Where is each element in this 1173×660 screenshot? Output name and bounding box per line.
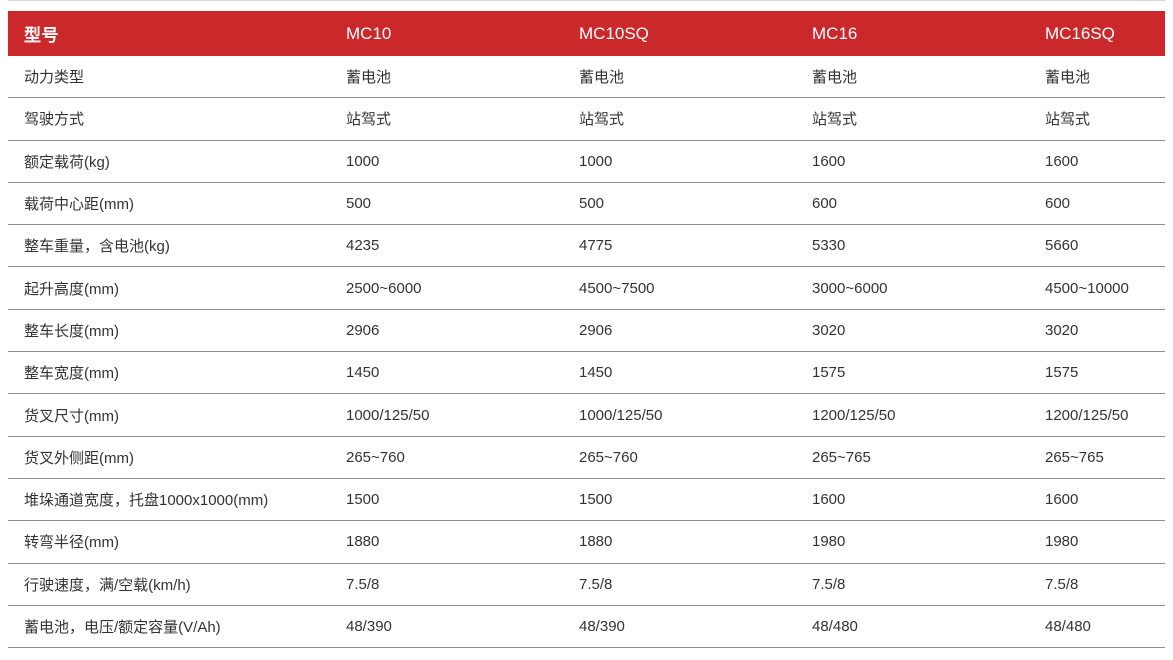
row-value: 1000 [346, 152, 380, 170]
row-value: 600 [1045, 195, 1071, 213]
row-value: 265~760 [579, 448, 638, 466]
row-value: 1880 [579, 533, 613, 551]
row-value: 1600 [812, 152, 846, 170]
table-row: 整车长度(mm) 2906 2906 3020 3020 [8, 309, 1165, 353]
row-value: 7.5/8 [346, 575, 380, 593]
row-value: 500 [346, 195, 372, 213]
row-value: 265~765 [1045, 448, 1104, 466]
row-value: 蓄电池 [579, 69, 625, 87]
row-value: 600 [812, 195, 838, 213]
row-label: 行驶速度，满/空载(km/h) [24, 576, 191, 594]
row-value: 1980 [812, 533, 846, 551]
row-value: 1000/125/50 [579, 406, 663, 424]
row-label: 整车宽度(mm) [24, 365, 119, 383]
row-value: 1880 [346, 533, 380, 551]
table-row: 起升高度(mm) 2500~6000 4500~7500 3000~6000 4500~… [8, 267, 1165, 310]
table-body: 动力类型 蓄电池 蓄电池 蓄电池 蓄电池驾驶方式 站驾式 站驾式 站驾式 站驾式额定载荷(kg)… [8, 56, 1165, 649]
table-row: 额定载荷(kg) 1000 1000 1600 1600 [8, 140, 1165, 183]
row-value: 2500~6000 [346, 279, 422, 297]
table-row: 堆垛通道宽度，托盘1000x1000(mm) 1500 1500 1600 1600 [8, 478, 1165, 522]
table-row: 转弯半径(mm) 1880 1880 1980 1980 [8, 521, 1165, 564]
row-value: 7.5/8 [812, 575, 846, 593]
row-label: 整车长度(mm) [24, 322, 119, 340]
row-value: 站驾式 [1045, 111, 1091, 129]
row-value: 500 [579, 195, 605, 213]
table-row: 蓄电池，电压/额定容量(V/Ah) 48/390 48/390 48/480 48/48… [8, 605, 1165, 649]
row-value: 4235 [346, 237, 380, 255]
row-value: 1500 [579, 491, 613, 509]
row-value: 蓄电池 [812, 69, 858, 87]
row-label: 驾驶方式 [24, 111, 85, 129]
row-label: 转弯半径(mm) [24, 534, 119, 552]
row-value: 1575 [1045, 364, 1079, 382]
row-value: 蓄电池 [346, 69, 392, 87]
row-label: 载荷中心距(mm) [24, 196, 134, 214]
row-value: 1200/125/50 [1045, 406, 1129, 424]
row-value: 4500~10000 [1045, 279, 1129, 297]
header-model-mc10sq: MC10SQ [579, 23, 649, 43]
table-row: 行驶速度，满/空载(km/h) 7.5/8 7.5/8 7.5/8 7.5/8 [8, 563, 1165, 606]
row-value: 3000~6000 [812, 279, 888, 297]
row-value: 48/390 [346, 618, 392, 635]
row-value: 1000 [579, 152, 613, 170]
row-label: 货叉外侧距(mm) [24, 449, 134, 467]
table-row: 整车重量，含电池(kg) 4235 4775 5330 5660 [8, 225, 1165, 268]
row-value: 48/480 [1045, 618, 1091, 635]
row-value: 1600 [1045, 152, 1079, 170]
row-value: 1200/125/50 [812, 406, 896, 424]
row-value: 3020 [1045, 321, 1079, 339]
table-row: 货叉外侧距(mm) 265~760 265~760 265~765 265~765 [8, 436, 1165, 479]
row-value: 7.5/8 [579, 575, 613, 593]
row-value: 265~765 [812, 448, 871, 466]
row-value: 1450 [579, 364, 613, 382]
row-label: 额定载荷(kg) [24, 153, 110, 171]
table-row: 整车宽度(mm) 1450 1450 1575 1575 [8, 352, 1165, 395]
row-value: 7.5/8 [1045, 575, 1079, 593]
header-model-mc16sq: MC16SQ [1045, 23, 1115, 43]
row-value: 1600 [812, 491, 846, 509]
row-label: 整车重量，含电池(kg) [24, 238, 170, 256]
row-value: 1575 [812, 364, 846, 382]
row-label: 堆垛通道宽度，托盘1000x1000(mm) [24, 492, 269, 510]
row-value: 265~760 [346, 448, 405, 466]
table-row: 载荷中心距(mm) 500 500 600 600 [8, 182, 1165, 226]
header-model-label: 型号 [24, 26, 59, 45]
row-value: 2906 [346, 321, 380, 339]
row-value: 5660 [1045, 237, 1079, 255]
row-value: 蓄电池 [1045, 69, 1091, 87]
row-value: 2906 [579, 321, 613, 339]
table-header-row: 型号 MC10 MC10SQ MC16 MC16SQ [8, 11, 1165, 56]
row-value: 1450 [346, 364, 380, 382]
row-value: 4775 [579, 237, 613, 255]
row-value: 1600 [1045, 491, 1079, 509]
row-label: 动力类型 [24, 69, 85, 87]
row-label: 起升高度(mm) [24, 280, 119, 298]
table-row: 动力类型 蓄电池 蓄电池 蓄电池 蓄电池 [8, 56, 1165, 99]
header-model-mc16: MC16 [812, 23, 858, 43]
row-label: 货叉尺寸(mm) [24, 407, 119, 425]
row-value: 1000/125/50 [346, 406, 430, 424]
row-value: 5330 [812, 237, 846, 255]
row-value: 3020 [812, 321, 846, 339]
row-value: 站驾式 [346, 111, 392, 129]
top-divider-line [8, 0, 1165, 1]
row-label: 蓄电池，电压/额定容量(V/Ah) [24, 619, 221, 636]
row-value: 48/480 [812, 618, 858, 635]
header-model-mc10: MC10 [346, 23, 392, 43]
row-value: 1980 [1045, 533, 1079, 551]
row-value: 1500 [346, 491, 380, 509]
row-value: 站驾式 [812, 111, 858, 129]
spec-table: 型号 MC10 MC10SQ MC16 MC16SQ 动力类型 蓄电池 蓄电池 蓄电池… [8, 11, 1165, 649]
table-row: 驾驶方式 站驾式 站驾式 站驾式 站驾式 [8, 98, 1165, 141]
row-value: 站驾式 [579, 111, 625, 129]
table-row: 货叉尺寸(mm) 1000/125/50 1000/125/50 1200/125/5… [8, 394, 1165, 437]
row-value: 4500~7500 [579, 279, 655, 297]
row-value: 48/390 [579, 618, 625, 635]
